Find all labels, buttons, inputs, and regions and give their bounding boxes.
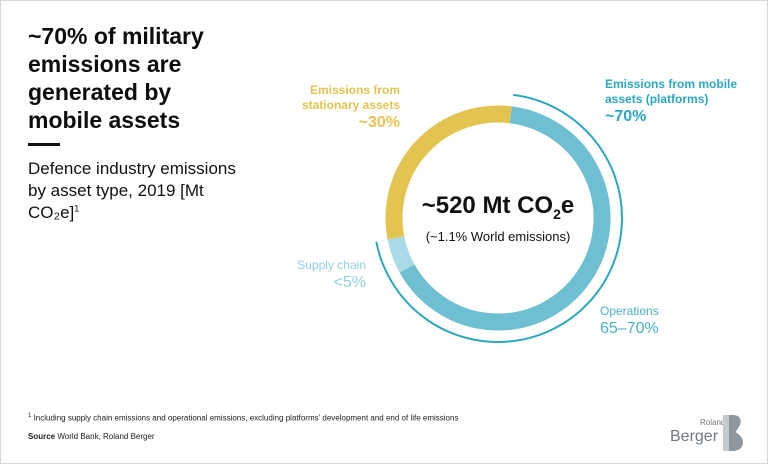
logo-roland-text: Roland	[700, 418, 726, 427]
label-supply-chain-name: Supply chain	[297, 258, 366, 272]
total-emissions-prefix: ~520 Mt CO	[421, 192, 554, 219]
label-stationary-value: ~30%	[358, 114, 400, 131]
label-supply-chain: Supply chain <5%	[297, 258, 366, 293]
donut-bracket-mobile	[375, 93, 623, 343]
donut-segment-operations	[399, 106, 611, 331]
headline-rule	[28, 143, 60, 146]
source-label: Source	[28, 432, 56, 441]
label-mobile-value: ~70%	[605, 108, 647, 125]
footnote-text: Including supply chain emissions and ope…	[33, 413, 459, 423]
footnote: 1 Including supply chain emissions and o…	[28, 413, 458, 423]
total-emissions: ~520 Mt CO2e	[382, 192, 614, 228]
donut-center: ~520 Mt CO2e (~1.1% World emissions)	[382, 192, 614, 245]
label-operations-name: Operations	[600, 304, 659, 318]
label-mobile: Emissions from mobile assets (platforms)…	[605, 77, 737, 127]
total-emissions-suffix: e	[560, 192, 575, 219]
label-stationary: Emissions from stationary assets ~30%	[302, 83, 400, 133]
total-emissions-note: (~1.1% World emissions)	[425, 228, 571, 244]
total-emissions-subscript: 2	[553, 205, 561, 222]
label-supply-chain-value: <5%	[333, 274, 366, 291]
label-mobile-line-1: Emissions from mobile	[605, 77, 738, 91]
subtitle-text: Defence industry emissions by asset type…	[28, 159, 236, 222]
roland-berger-logo: Roland Berger	[666, 414, 746, 454]
donut-segment-supply	[387, 235, 415, 273]
label-stationary-line-2: stationary assets	[301, 98, 400, 112]
label-operations: Operations 65–70%	[600, 304, 659, 339]
subtitle-footnote-marker: 1	[74, 203, 80, 214]
logo-b-icon	[723, 415, 743, 451]
source-text: World Bank, Roland Berger	[57, 432, 155, 441]
donut-segment-stationary	[385, 105, 512, 240]
label-stationary-line-1: Emissions from	[309, 83, 400, 97]
source: Source World Bank, Roland Berger	[28, 432, 155, 441]
label-mobile-line-2: assets (platforms)	[605, 92, 709, 106]
chart-subtitle: Defence industry emissions by asset type…	[28, 158, 258, 224]
label-operations-value: 65–70%	[600, 320, 659, 337]
logo-berger-text: Berger	[670, 428, 719, 445]
headline: ~70% of military emissions are generated…	[28, 23, 204, 133]
footnote-marker: 1	[28, 413, 32, 419]
